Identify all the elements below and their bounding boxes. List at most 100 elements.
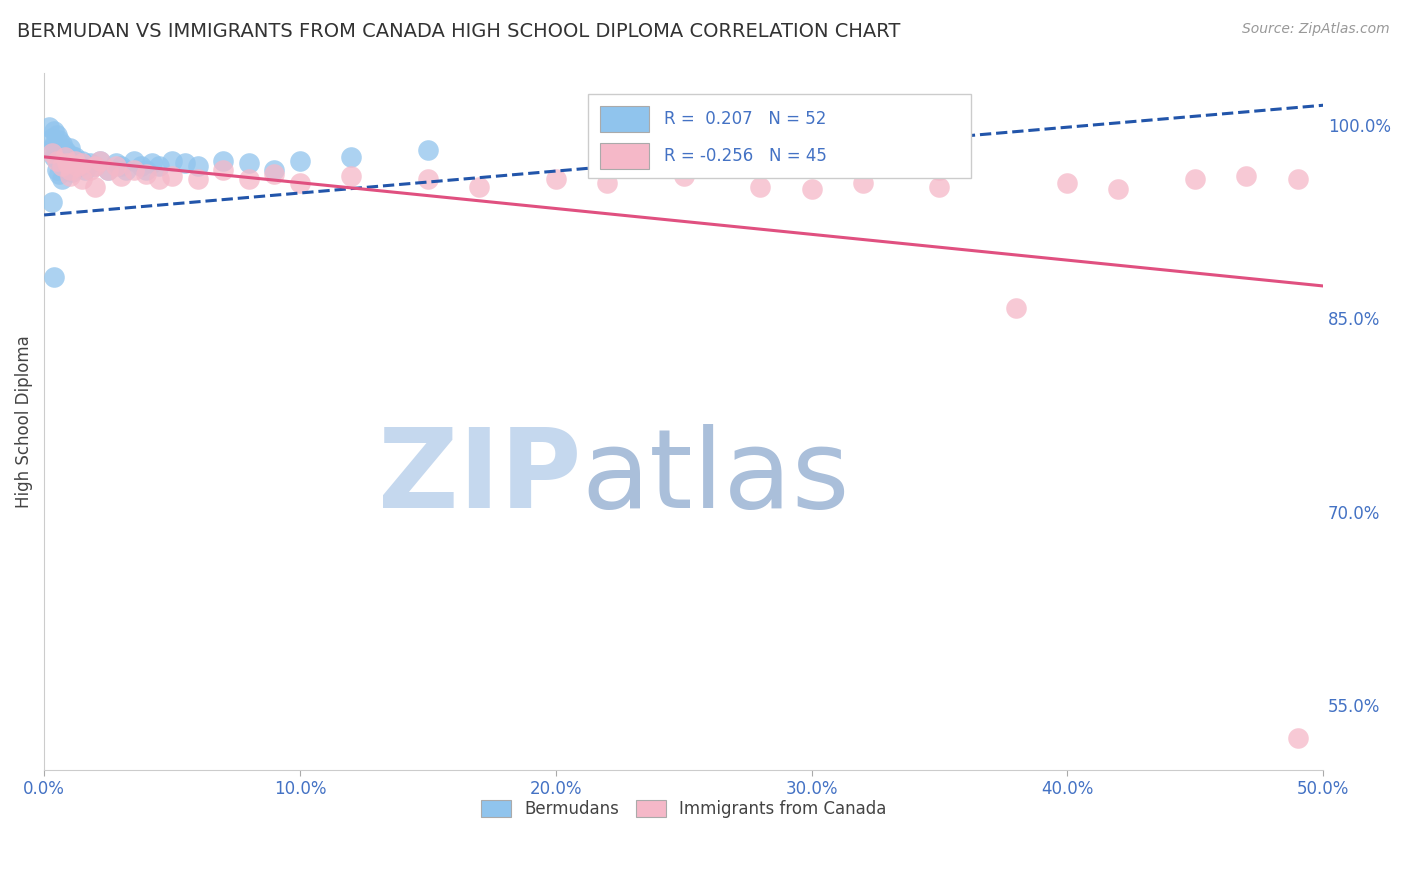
Point	[89, 153, 111, 168]
Text: BERMUDAN VS IMMIGRANTS FROM CANADA HIGH SCHOOL DIPLOMA CORRELATION CHART: BERMUDAN VS IMMIGRANTS FROM CANADA HIGH …	[17, 22, 900, 41]
Point	[56, 156, 79, 170]
Point	[131, 159, 153, 173]
Point	[416, 144, 439, 158]
Point	[115, 162, 138, 177]
Point	[468, 179, 491, 194]
Point	[148, 159, 170, 173]
Point	[340, 169, 363, 184]
Point	[69, 159, 91, 173]
Point	[44, 136, 66, 151]
Point	[340, 150, 363, 164]
FancyBboxPatch shape	[600, 143, 650, 169]
Point	[73, 162, 96, 177]
Point	[135, 167, 157, 181]
Point	[212, 153, 235, 168]
Point	[122, 153, 145, 168]
Point	[238, 156, 260, 170]
Text: atlas: atlas	[581, 424, 849, 531]
Point	[1184, 171, 1206, 186]
Point	[749, 179, 772, 194]
Point	[59, 141, 82, 155]
Point	[97, 162, 120, 177]
Point	[51, 136, 73, 151]
Text: ZIP: ZIP	[378, 424, 581, 531]
Point	[41, 130, 63, 145]
Point	[44, 150, 66, 164]
Point	[596, 176, 619, 190]
Point	[288, 176, 311, 190]
Point	[84, 179, 107, 194]
Point	[63, 150, 86, 164]
Point	[59, 159, 82, 173]
Point	[53, 144, 76, 158]
Point	[60, 165, 83, 179]
Point	[45, 153, 67, 168]
Point	[160, 169, 183, 184]
Point	[122, 162, 145, 177]
Y-axis label: High School Diploma: High School Diploma	[15, 335, 32, 508]
Point	[53, 150, 76, 164]
Point	[1056, 176, 1078, 190]
Point	[97, 162, 120, 177]
Point	[1286, 171, 1309, 186]
Point	[45, 128, 67, 142]
Point	[288, 153, 311, 168]
Point	[38, 120, 60, 135]
Text: R = -0.256   N = 45: R = -0.256 N = 45	[665, 147, 827, 165]
Point	[48, 133, 70, 147]
Point	[1234, 169, 1257, 184]
FancyBboxPatch shape	[600, 106, 650, 132]
Text: Source: ZipAtlas.com: Source: ZipAtlas.com	[1241, 22, 1389, 37]
Point	[41, 195, 63, 210]
Point	[187, 159, 209, 173]
Point	[263, 162, 285, 177]
Point	[1286, 731, 1309, 745]
Point	[63, 153, 86, 168]
Point	[44, 124, 66, 138]
Point	[238, 171, 260, 186]
Point	[44, 269, 66, 284]
Point	[928, 162, 950, 177]
Point	[84, 159, 107, 173]
Point	[928, 179, 950, 194]
Point	[84, 159, 107, 173]
Point	[56, 162, 79, 177]
Point	[41, 146, 63, 161]
Point	[53, 161, 76, 176]
Point	[110, 159, 132, 173]
Point	[89, 153, 111, 168]
Point	[51, 159, 73, 173]
Legend: Bermudans, Immigrants from Canada: Bermudans, Immigrants from Canada	[474, 793, 893, 824]
Point	[60, 148, 83, 162]
Point	[48, 150, 70, 164]
Point	[187, 171, 209, 186]
Point	[104, 156, 127, 170]
Point	[544, 171, 567, 186]
Point	[56, 146, 79, 161]
Point	[141, 156, 163, 170]
Point	[416, 171, 439, 186]
Point	[41, 141, 63, 155]
Point	[173, 156, 195, 170]
FancyBboxPatch shape	[588, 94, 972, 178]
Point	[672, 169, 695, 184]
Point	[110, 169, 132, 184]
Point	[1108, 182, 1130, 196]
Point	[148, 171, 170, 186]
Point	[135, 162, 157, 177]
Point	[45, 162, 67, 177]
Point	[800, 182, 823, 196]
Point	[72, 171, 94, 186]
Point	[66, 159, 89, 173]
Point	[72, 153, 94, 168]
Point	[59, 169, 82, 184]
Point	[160, 153, 183, 168]
Point	[79, 156, 101, 170]
Point	[45, 146, 67, 161]
Point	[51, 171, 73, 186]
Point	[66, 156, 89, 170]
Point	[852, 176, 875, 190]
Point	[104, 159, 127, 173]
Point	[79, 162, 101, 177]
Point	[1005, 301, 1028, 315]
